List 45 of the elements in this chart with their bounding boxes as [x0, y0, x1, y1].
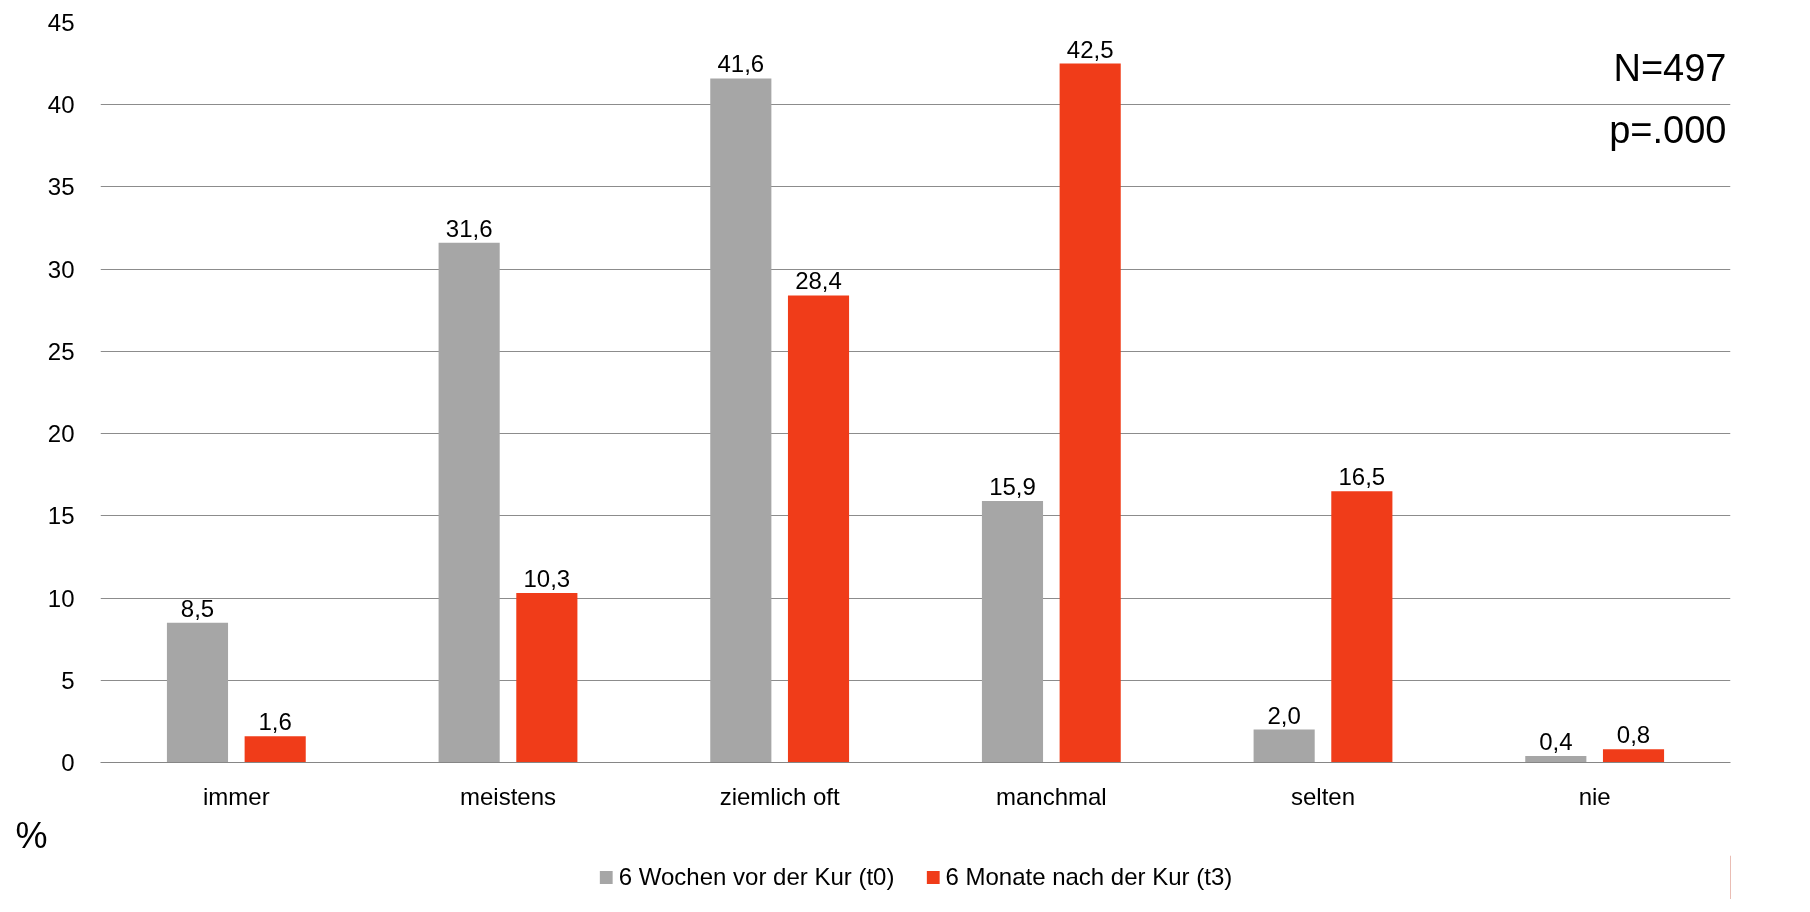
- bar: [1059, 63, 1121, 763]
- data-label: 41,6: [717, 50, 765, 78]
- y-tick-label: 10: [47, 584, 75, 612]
- bar: [244, 736, 306, 763]
- bar: [981, 501, 1044, 763]
- data-label: 28,4: [795, 267, 842, 295]
- x-tick-label: meistens: [459, 782, 557, 810]
- data-label: 1,6: [258, 708, 292, 736]
- bar: [787, 295, 850, 763]
- bar: [1253, 729, 1315, 763]
- bar: [1602, 749, 1665, 763]
- y-tick-label: 15: [47, 502, 75, 530]
- y-tick-label: 45: [47, 9, 75, 36]
- annotation: N=497: [1613, 46, 1727, 89]
- y-tick-label: 20: [47, 420, 75, 448]
- y-tick-label: 35: [47, 173, 75, 201]
- data-label: 31,6: [445, 214, 493, 242]
- data-label: 0,4: [1539, 727, 1573, 755]
- data-label: 8,5: [180, 594, 215, 622]
- y-tick-label: 25: [47, 337, 75, 365]
- annotation: p=.000: [1609, 108, 1727, 151]
- bar: [166, 622, 229, 763]
- legend-label: 6 Wochen vor der Kur (t0): [618, 863, 895, 891]
- x-tick-label: ziemlich oft: [719, 782, 841, 810]
- x-tick-label: manchmal: [995, 782, 1107, 810]
- data-label: 42,5: [1066, 35, 1114, 63]
- y-tick-label: 5: [61, 666, 75, 694]
- data-label: 0,8: [1616, 721, 1651, 749]
- bar: [1331, 491, 1393, 763]
- y-tick-label: 40: [47, 91, 75, 119]
- x-tick-label: nie: [1578, 782, 1611, 810]
- bar: [710, 78, 772, 763]
- data-label: 16,5: [1338, 463, 1386, 491]
- x-tick-label: selten: [1290, 782, 1356, 810]
- y-tick-label: 30: [47, 255, 75, 283]
- data-label: 2,0: [1267, 701, 1301, 729]
- bar: [1525, 755, 1587, 763]
- y-tick-label: 0: [61, 749, 75, 776]
- bar: [438, 242, 500, 763]
- data-label: 10,3: [523, 565, 571, 593]
- legend-label: 6 Monate nach der Kur (t3): [945, 863, 1233, 891]
- data-label: 15,9: [989, 473, 1036, 501]
- x-tick-label: immer: [203, 782, 270, 810]
- y-axis-title: %: [15, 814, 48, 856]
- bar: [516, 593, 578, 763]
